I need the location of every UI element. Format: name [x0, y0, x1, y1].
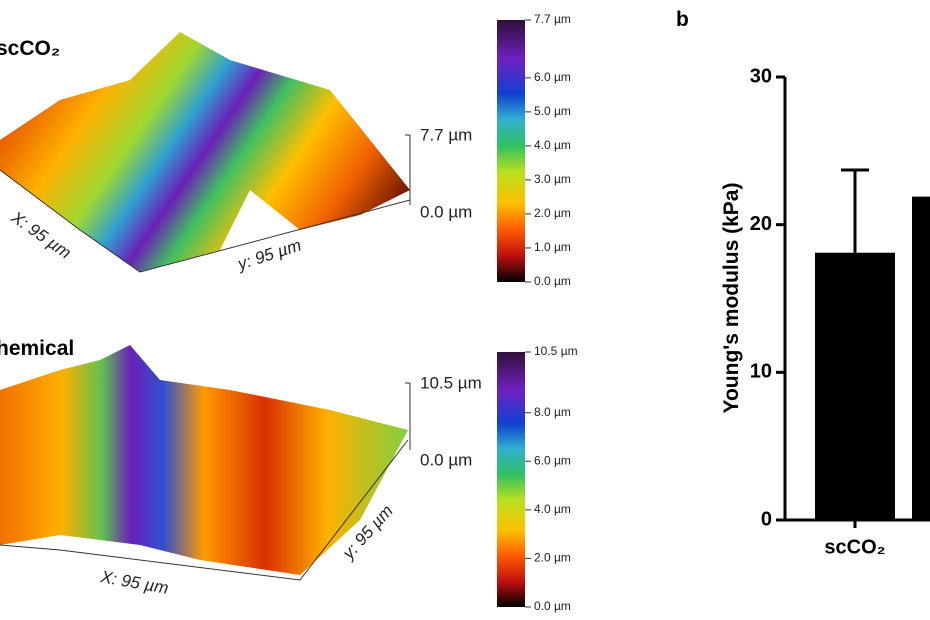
- z-top-label: 7.7 µm: [420, 125, 472, 144]
- colorbar-tick-label: 7.7 µm: [534, 12, 571, 26]
- sample-label: hemical: [0, 337, 74, 360]
- y-axis-title: Young's modulus (kPa): [720, 183, 743, 414]
- colorbar-tick-label: 4.0 µm: [534, 502, 571, 516]
- colorbar-tick-label: 6.0 µm: [534, 70, 571, 84]
- colorbar-tick-label: 8.0 µm: [534, 405, 571, 419]
- colorbar-tick-label: 2.0 µm: [534, 206, 571, 220]
- colorbar: [497, 20, 525, 282]
- colorbar-tick-label: 10.5 µm: [534, 344, 578, 358]
- colorbar-ticks: 7.7 µm 6.0 µm 5.0 µm 4.0 µm 3.0 µm 2.0 µm 1.0 …: [525, 12, 571, 288]
- colorbar-tick-label: 4.0 µm: [534, 138, 571, 152]
- surface-edge: [0, 439, 409, 581]
- bar-chart: 0102030scCO₂Ch: [750, 65, 930, 558]
- colorbar-tick-label: 2.0 µm: [534, 551, 571, 565]
- bar: [912, 196, 930, 521]
- sample-label: scCO₂: [0, 37, 60, 60]
- colorbar-tick-label: 3.0 µm: [534, 172, 571, 186]
- z-top-label: 10.5 µm: [420, 373, 482, 392]
- y-axis-label: y: 95 µm: [234, 235, 303, 274]
- surface-3d: [0, 32, 410, 272]
- panel-label: b: [676, 8, 689, 31]
- surface-3d: [0, 345, 408, 575]
- z-bottom-label: 0.0 µm: [420, 202, 472, 221]
- y-tick-label: 0: [761, 508, 772, 530]
- colorbar-tick-label: 6.0 µm: [534, 453, 571, 467]
- colorbar-tick-label: 5.0 µm: [534, 104, 571, 118]
- colorbar-tick-label: 1.0 µm: [534, 240, 571, 254]
- z-bottom-label: 0.0 µm: [420, 450, 472, 469]
- colorbar-tick-label: 0.0 µm: [534, 274, 571, 288]
- y-tick-label: 20: [750, 213, 772, 235]
- bar: [815, 252, 895, 520]
- colorbar-ticks: 10.5 µm 8.0 µm 6.0 µm 4.0 µm 2.0 µm 0.0 µm: [525, 344, 578, 613]
- x-tick-label: scCO₂: [824, 536, 885, 558]
- x-axis-label: X: 95 µm: [98, 567, 170, 598]
- colorbar: [497, 352, 525, 607]
- y-tick-label: 10: [750, 361, 772, 383]
- colorbar-tick-label: 0.0 µm: [534, 599, 571, 613]
- y-tick-label: 30: [750, 65, 772, 87]
